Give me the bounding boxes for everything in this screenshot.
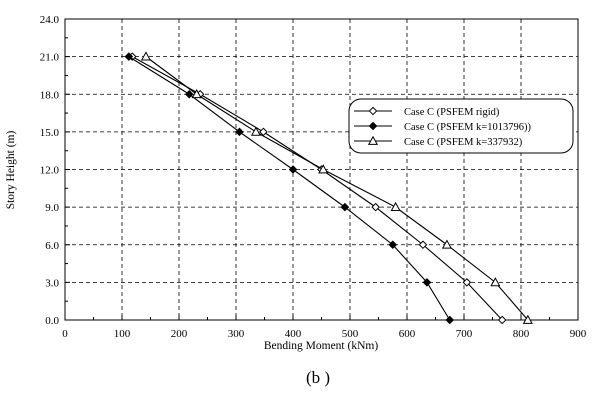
y-tick-label: 3.0 bbox=[45, 277, 59, 289]
series-line bbox=[128, 56, 451, 321]
x-tick-label: 400 bbox=[285, 328, 302, 340]
legend-marker bbox=[368, 106, 378, 116]
data-point bbox=[184, 89, 194, 99]
legend-marker bbox=[367, 135, 379, 145]
x-axis-label: Bending Moment (kNm) bbox=[264, 340, 379, 352]
figure-caption: (b ) bbox=[306, 368, 330, 387]
x-tick-label: 100 bbox=[114, 328, 131, 340]
series-line bbox=[145, 56, 529, 321]
x-tick-label: 800 bbox=[513, 328, 530, 340]
data-point bbox=[441, 239, 452, 249]
data-point bbox=[124, 52, 134, 61]
x-tick-label: 300 bbox=[228, 328, 245, 340]
x-tick-label: 200 bbox=[171, 328, 188, 340]
data-point bbox=[318, 164, 329, 174]
data-point bbox=[522, 314, 533, 324]
data-point bbox=[340, 202, 350, 212]
series-1 bbox=[127, 52, 507, 325]
data-point bbox=[418, 240, 428, 250]
x-tick-label: 500 bbox=[342, 328, 359, 340]
data-point bbox=[288, 165, 298, 174]
data-point bbox=[140, 51, 151, 61]
legend-entry: Case C (PSFEM rigid) bbox=[404, 107, 500, 118]
legend-entry: Case C (PSFEM k=1013796)) bbox=[404, 122, 531, 133]
legend-marker bbox=[368, 121, 378, 131]
x-tick-label: 700 bbox=[456, 328, 473, 340]
y-tick-label: 6.0 bbox=[45, 240, 59, 252]
data-point bbox=[497, 315, 507, 325]
y-tick-label: 18.0 bbox=[40, 89, 60, 101]
y-tick-label: 24.0 bbox=[40, 14, 60, 26]
data-point bbox=[250, 126, 261, 136]
legend-entry: Case C (PSFEM k=337932) bbox=[404, 137, 523, 148]
data-point bbox=[191, 89, 202, 99]
legend: Case C (PSFEM rigid) Case C (PSFEM k=1013… bbox=[348, 98, 574, 154]
data-point bbox=[235, 127, 244, 137]
data-point bbox=[445, 315, 455, 325]
series-3 bbox=[140, 51, 533, 324]
data-point bbox=[462, 278, 472, 287]
y-tick-label: 21.0 bbox=[40, 52, 60, 64]
y-axis-label: Story Height (m) bbox=[5, 131, 17, 210]
series-2 bbox=[124, 52, 455, 325]
data-point bbox=[490, 277, 501, 287]
y-tick-label: 12.0 bbox=[40, 165, 60, 177]
data-point bbox=[371, 202, 380, 212]
axis-ticks: 0 100 200 300 400 500 600 700 800 900 0.0 3.0 6.0 9.0… bbox=[40, 14, 587, 340]
y-tick-label: 9.0 bbox=[45, 202, 59, 214]
y-tick-label: 0.0 bbox=[45, 315, 59, 327]
x-tick-label: 900 bbox=[570, 328, 587, 340]
data-point bbox=[390, 201, 401, 211]
x-tick-label: 600 bbox=[399, 328, 416, 340]
data-point bbox=[422, 278, 432, 287]
series-line bbox=[131, 56, 503, 321]
data-point bbox=[388, 240, 398, 250]
series-layer bbox=[124, 51, 533, 325]
y-tick-label: 15.0 bbox=[40, 127, 60, 139]
legend-box bbox=[348, 98, 574, 154]
x-tick-label: 0 bbox=[62, 328, 68, 340]
